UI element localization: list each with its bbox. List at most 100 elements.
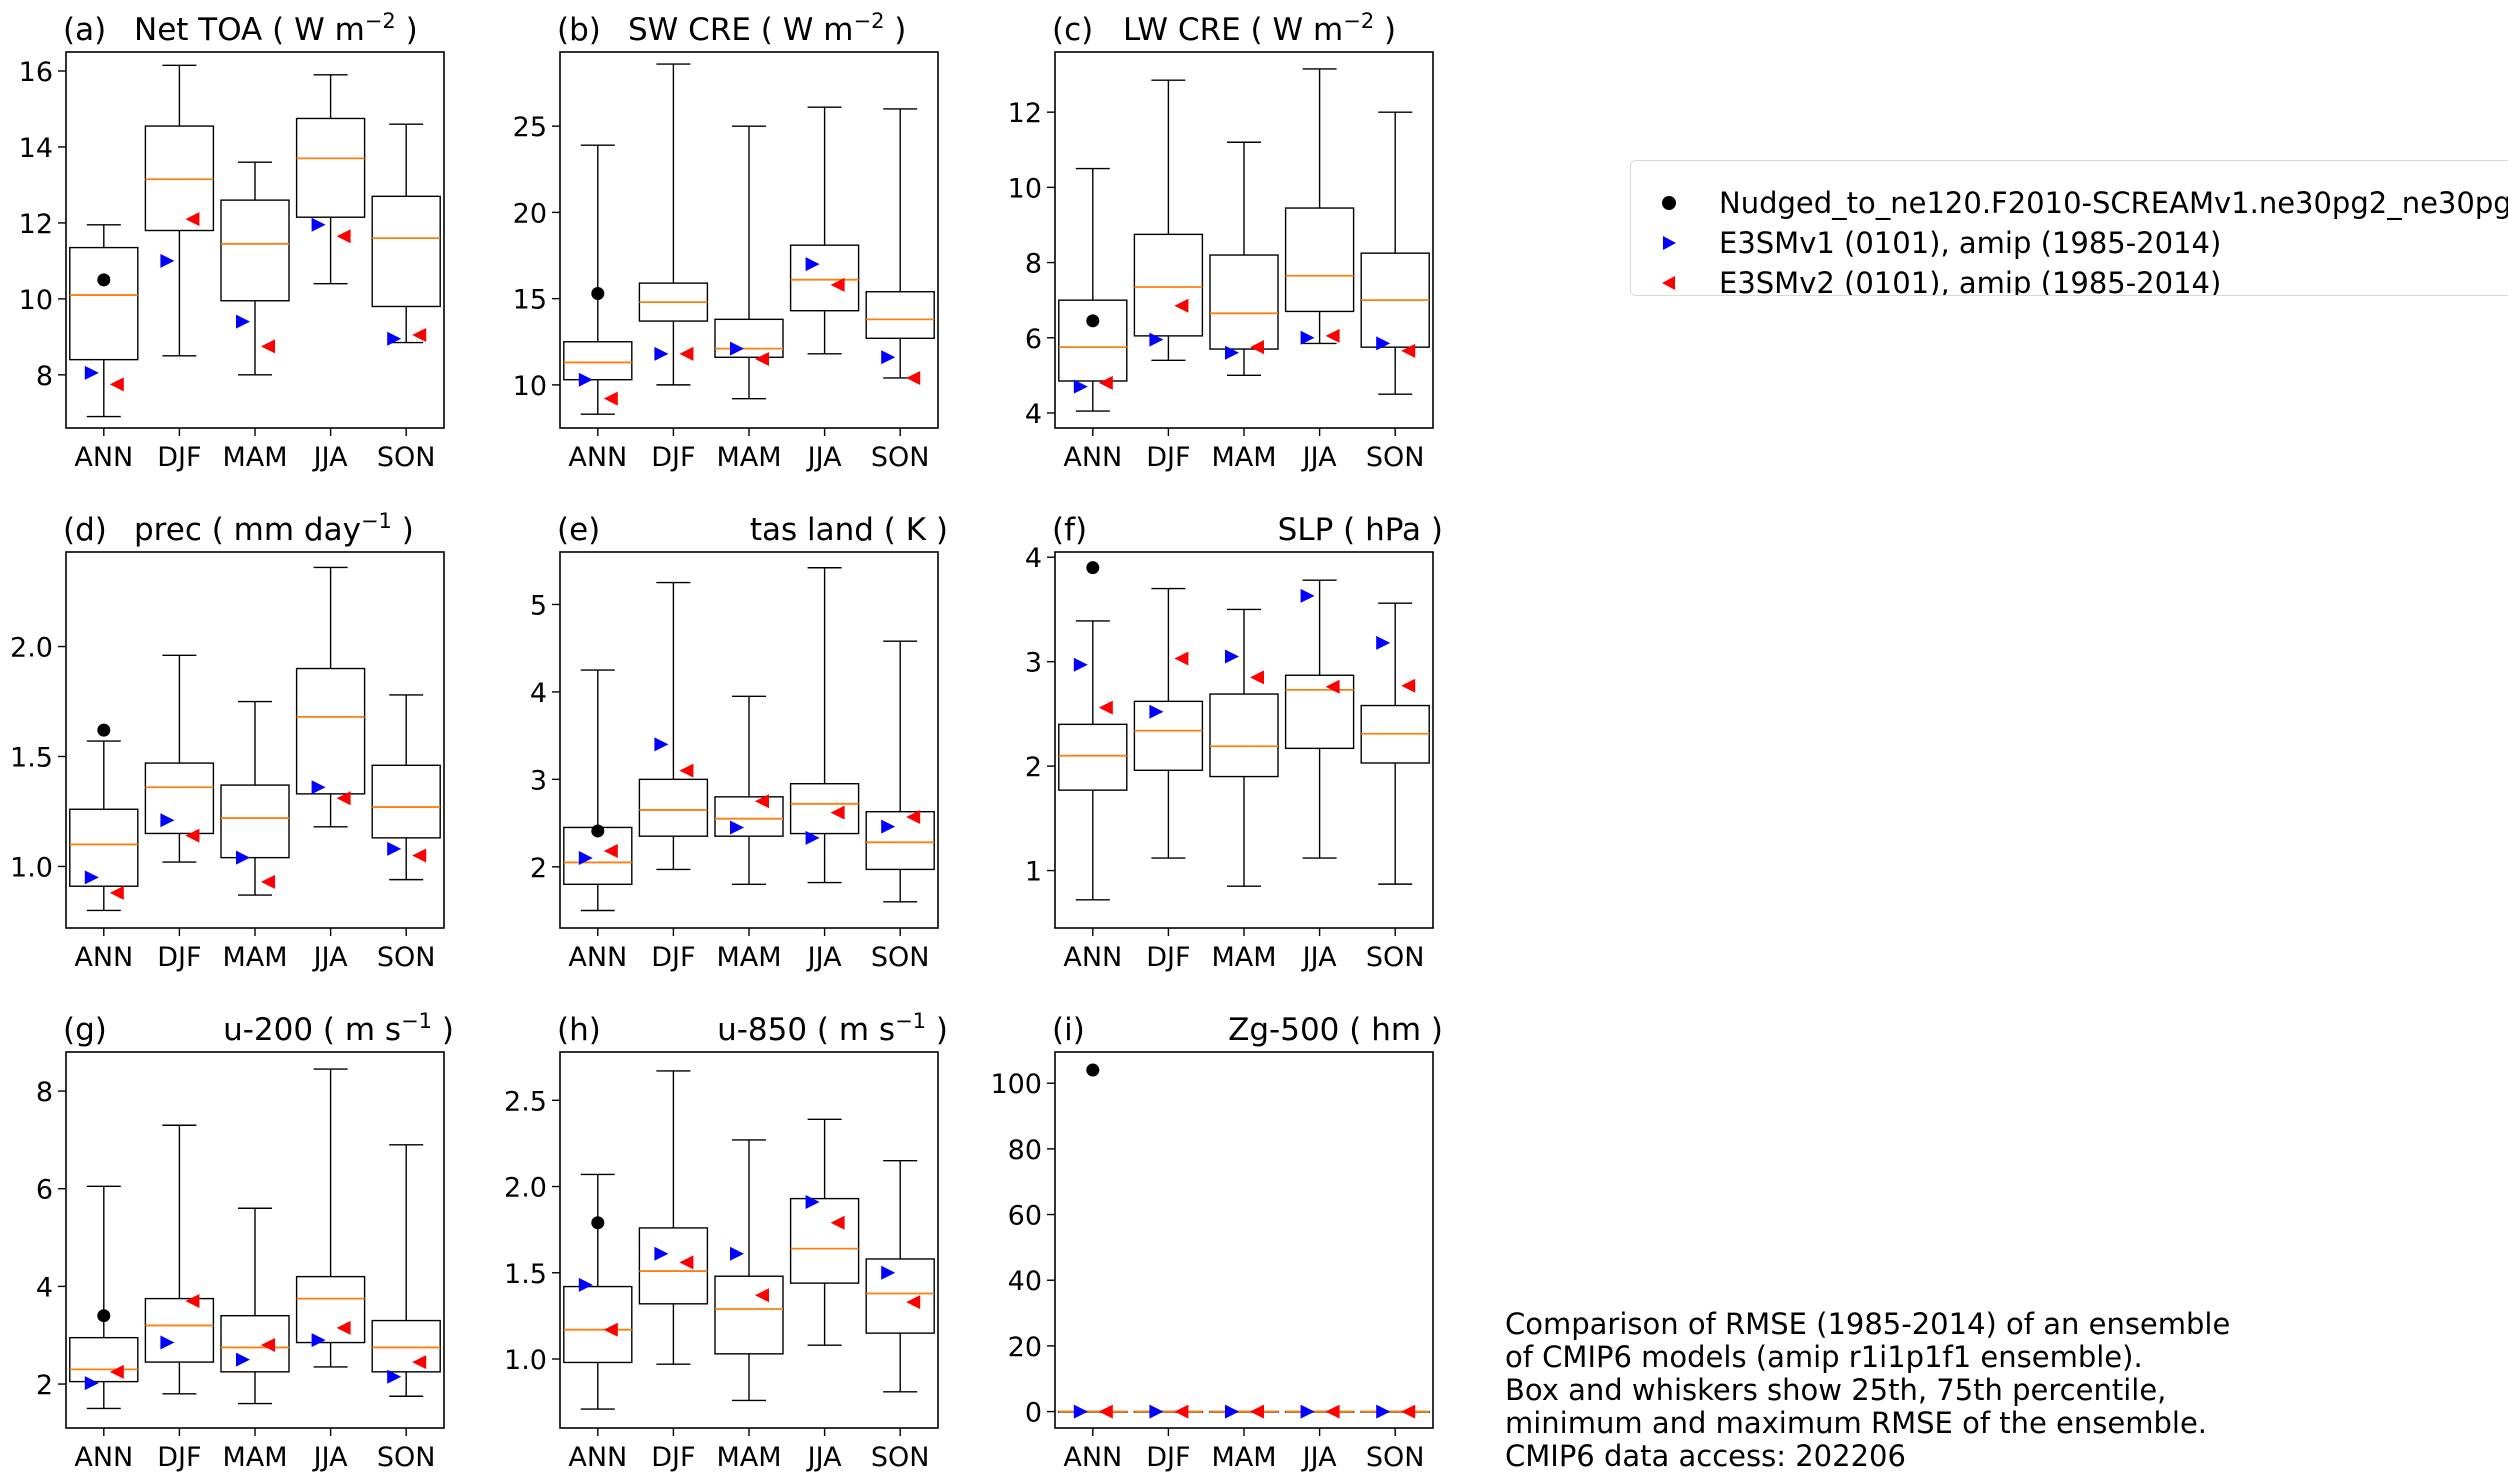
- panel-label: (b): [557, 12, 601, 48]
- e3smv2-marker: [109, 377, 124, 392]
- e3smv2-marker: [1098, 375, 1113, 390]
- e3smv1-marker: [160, 253, 175, 268]
- box-djf: [144, 654, 215, 863]
- e3smv2-marker: [1325, 1404, 1340, 1419]
- box-iqr: [371, 1319, 441, 1373]
- legend-item-e3smv1: E3SMv1 (0101), amip (1985-2014): [1631, 223, 2508, 263]
- box-mam: [714, 125, 784, 400]
- x-tick-label: MAM: [716, 942, 781, 973]
- box-iqr: [789, 1197, 860, 1284]
- panel-title: SW CRE ( W m−2 ): [628, 9, 906, 48]
- e3smv1-marker: [730, 820, 744, 835]
- x-tick-label: DJF: [157, 1442, 201, 1473]
- e3smv2-marker: [261, 339, 275, 354]
- box-mam: [1209, 1410, 1279, 1413]
- e3smv2-marker: [603, 1322, 618, 1337]
- e3smv2-marker: [679, 763, 694, 778]
- panel-label: (g): [63, 1012, 107, 1048]
- box-jja: [789, 106, 860, 355]
- box-son: [371, 123, 441, 344]
- e3smv1-marker: [881, 1265, 896, 1280]
- panel-e: 2 3 4 5 ANN DJF MAM JJA SON (e) tas land ( K ): [530, 512, 948, 973]
- box-iqr: [220, 1314, 290, 1373]
- e3smv2-marker: [603, 391, 618, 406]
- plot-frame: [1054, 1051, 1434, 1429]
- panel-c: 4 6 8 10 12 ANN DJF MAM JJA SON (c) LW CRE ( W m−2 …: [1008, 9, 1434, 473]
- panel-title: u-200 ( m s−1 ): [223, 1009, 454, 1048]
- box-son: [865, 108, 935, 379]
- nudged-point: [591, 286, 605, 300]
- x-tick-label: SON: [1366, 1442, 1425, 1473]
- box-djf: [1133, 587, 1204, 859]
- panel-label: (f): [1052, 512, 1087, 548]
- x-tick-label: JJA: [806, 1442, 842, 1473]
- box-iqr: [144, 1297, 215, 1363]
- x-tick-label: SON: [377, 1442, 436, 1473]
- e3smv2-marker: [1098, 1404, 1113, 1419]
- box-jja: [1284, 1410, 1355, 1413]
- box-iqr: [638, 778, 709, 837]
- panel-g: 2 4 6 8 ANN DJF MAM JJA SON (g) u-200 ( m s−1 ): [36, 1009, 454, 1473]
- e3smv1-marker: [1073, 1404, 1088, 1419]
- x-tick-label: JJA: [1301, 442, 1337, 473]
- e3smv1-marker: [387, 841, 402, 856]
- e3smv2-marker: [412, 848, 427, 863]
- e3smv2-marker: [830, 277, 845, 292]
- e3smv2-marker: [679, 346, 694, 361]
- y-tick-label: 8: [36, 1077, 53, 1108]
- box-iqr: [371, 764, 441, 839]
- e3smv1-marker: [236, 1352, 250, 1367]
- e3smv2-marker: [603, 844, 618, 859]
- box-iqr: [144, 125, 215, 232]
- box-mam: [220, 1207, 290, 1405]
- y-tick-label: 20: [513, 198, 547, 229]
- legend-marker-nudged: [1662, 196, 1676, 210]
- x-tick-label: JJA: [1301, 1442, 1337, 1473]
- nudged-point: [1086, 1063, 1100, 1077]
- box-iqr: [220, 784, 290, 859]
- y-tick-label: 5: [530, 590, 547, 621]
- panel-d: 1.0 1.5 2.0 ANN DJF MAM JJA SON (d) prec ( mm day…: [10, 509, 445, 973]
- e3smv1-marker: [1225, 345, 1239, 360]
- x-tick-label: DJF: [651, 942, 695, 973]
- box-jja: [789, 1118, 860, 1346]
- box-iqr: [1284, 207, 1355, 313]
- box-iqr: [638, 1227, 709, 1305]
- e3smv2-marker: [906, 370, 921, 385]
- x-tick-label: DJF: [1146, 442, 1190, 473]
- nudged-point: [97, 1309, 111, 1323]
- x-tick-label: DJF: [1146, 942, 1190, 973]
- y-tick-label: 60: [1008, 1201, 1042, 1232]
- e3smv2-marker: [906, 1295, 921, 1310]
- box-iqr: [295, 667, 366, 795]
- e3smv1-marker: [1225, 649, 1239, 664]
- e3smv1-marker: [387, 331, 402, 346]
- y-tick-label: 4: [1025, 399, 1042, 430]
- e3smv1-marker: [1376, 336, 1391, 351]
- y-tick-label: 1.5: [504, 1259, 547, 1290]
- panel-title: u-850 ( m s−1 ): [717, 1009, 948, 1048]
- y-tick-label: 4: [1025, 543, 1042, 574]
- nudged-point: [1086, 314, 1100, 328]
- e3smv1-marker: [236, 850, 250, 865]
- box-mam: [1209, 141, 1279, 377]
- box-ann: [563, 669, 633, 912]
- x-tick-label: ANN: [568, 442, 627, 473]
- box-iqr: [1284, 674, 1355, 750]
- e3smv2-marker: [336, 229, 351, 244]
- y-tick-label: 25: [513, 112, 547, 143]
- box-ann: [1058, 167, 1128, 412]
- box-son: [1360, 602, 1430, 885]
- caption-line: of CMIP6 models (amip r1i1p1f1 ensemble)…: [1505, 1340, 2143, 1374]
- e3smv2-marker: [830, 1215, 845, 1230]
- y-tick-label: 40: [1008, 1266, 1042, 1297]
- e3smv1-marker: [578, 1277, 593, 1292]
- x-tick-label: SON: [1366, 442, 1425, 473]
- e3smv2-marker: [1250, 340, 1264, 355]
- box-iqr: [865, 291, 935, 340]
- caption-note: Comparison of RMSE (1985-2014) of an ens…: [1505, 1308, 2230, 1473]
- y-tick-label: 0: [1025, 1398, 1042, 1429]
- y-tick-label: 4: [530, 678, 547, 709]
- e3smv2-marker: [906, 809, 921, 824]
